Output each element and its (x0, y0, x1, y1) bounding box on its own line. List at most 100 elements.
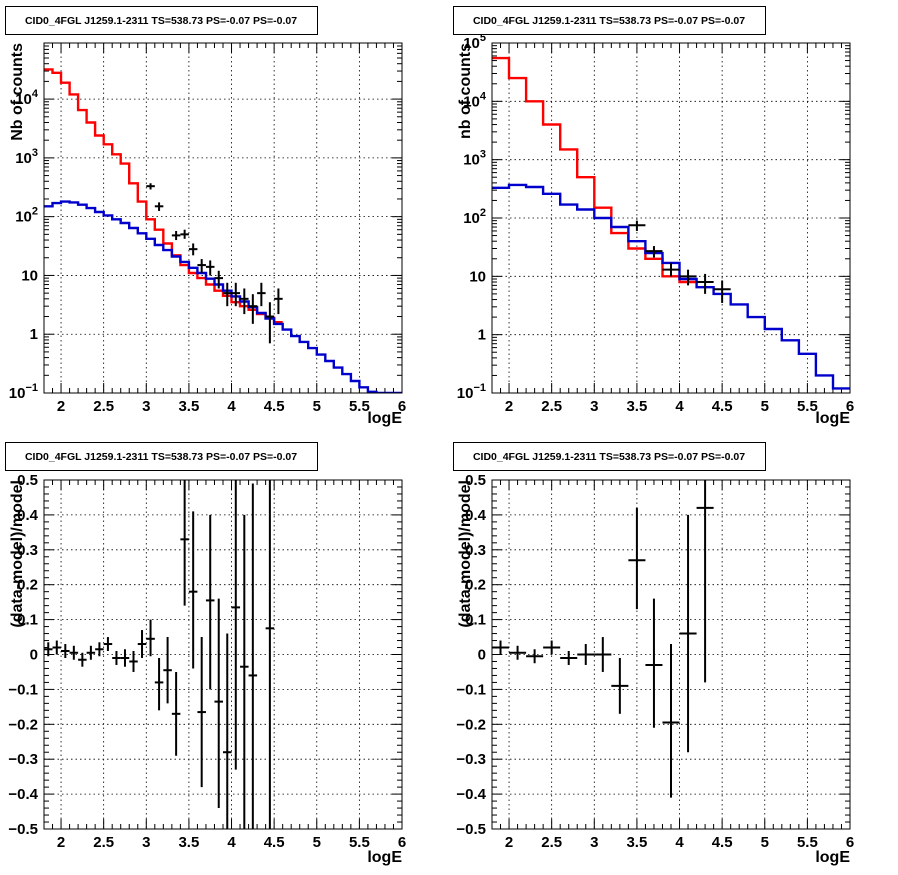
x-tick-label: 4 (227, 398, 236, 415)
data-point (223, 282, 232, 307)
x-tick-label: 5 (313, 398, 321, 415)
data-point (679, 514, 697, 753)
title-box (5, 6, 318, 35)
x-tick-label: 5 (313, 834, 321, 851)
data-point (171, 671, 181, 756)
data-point (645, 598, 663, 728)
data-point (171, 231, 181, 241)
y-tick-label: 10−1 (457, 382, 486, 402)
y-tick-label: 104 (15, 88, 39, 108)
data-point (577, 644, 595, 665)
y-tick-label: −0.3 (456, 751, 486, 768)
data-point (163, 637, 172, 704)
y-tick-label: 0.3 (465, 542, 486, 559)
x-tick-label: 4.5 (712, 834, 733, 851)
chart-title: CID0_4FGL J1259.1-2311 TS=538.73 PS=-0.0… (25, 15, 297, 27)
y-tick-label: 0 (30, 647, 38, 664)
data-point (197, 259, 206, 274)
data-point (146, 183, 155, 190)
data-point (180, 229, 189, 239)
plot-area (492, 56, 850, 390)
data-point (103, 637, 113, 652)
y-tick-label: −0.5 (456, 821, 486, 838)
y-tick-label: 0.4 (465, 507, 487, 524)
x-tick-label: 4 (227, 834, 236, 851)
chart-panel-4: 2 2.5 3 3.5 4 4.5 5 5.5 6 −0.5 −0.4 −0.3 −0.2 −0.1 0 0.… (453, 442, 854, 866)
x-tick-label: 2.5 (541, 398, 562, 415)
y-tick-label: 0.1 (465, 612, 486, 629)
x-tick-label: 6 (846, 398, 854, 415)
x-tick-label: 4.5 (712, 398, 733, 415)
y-tick-label: 103 (15, 147, 38, 167)
data-point (274, 288, 283, 315)
data-point (492, 640, 510, 655)
x-tick-label: 5 (761, 398, 769, 415)
x-axis-label: logE (367, 849, 402, 866)
y-tick-label: 10 (21, 267, 38, 284)
data-point (679, 269, 697, 286)
data-point (231, 282, 241, 307)
x-tick-label: 3 (590, 834, 598, 851)
histogram-series-1 (44, 68, 283, 324)
y-tick-label: 1 (478, 327, 486, 344)
chart-panel-2: 2 2.5 3 3.5 4 4.5 5 5.5 6 10−1 1 10 102 103 104 105 logE… (453, 6, 854, 427)
plot-area (44, 480, 275, 829)
data-point (197, 637, 206, 788)
y-tick-label: −0.1 (8, 681, 38, 698)
x-tick-label: 2 (57, 398, 65, 415)
plot-frame (43, 42, 403, 394)
y-tick-label: −0.1 (456, 681, 486, 698)
y-axis-label: nb of counts (457, 43, 474, 139)
data-point (662, 262, 680, 277)
title-box (453, 442, 766, 471)
data-point (180, 480, 189, 606)
x-tick-label: 3.5 (626, 834, 647, 851)
y-tick-label: −0.5 (8, 821, 38, 838)
data-point (240, 288, 249, 315)
y-axis-label: Nb of counts (9, 43, 26, 141)
x-tick-label: 2 (505, 834, 513, 851)
y-tick-label: 104 (463, 90, 487, 110)
data-point (594, 637, 612, 672)
data-point (257, 282, 266, 307)
plot-frame (491, 479, 851, 830)
data-point (52, 640, 62, 655)
chart-title: CID0_4FGL J1259.1-2311 TS=538.73 PS=-0.0… (25, 451, 297, 463)
data-point (86, 645, 96, 660)
data-point (696, 480, 714, 683)
x-tick-label: 3 (142, 398, 150, 415)
x-tick-label: 3.5 (178, 398, 199, 415)
data-point (265, 480, 275, 829)
x-tick-label: 5.5 (797, 398, 818, 415)
data-point (240, 514, 249, 829)
data-point (154, 202, 164, 211)
data-point (628, 220, 646, 231)
title-box (453, 6, 766, 35)
chart-panel-1: 2 2.5 3 3.5 4 4.5 5 5.5 6 10−1 1 10 102 103 104 logE Nb … (5, 6, 406, 427)
data-point (61, 644, 70, 658)
data-point (696, 273, 714, 294)
y-tick-label: 102 (15, 206, 38, 226)
data-point (205, 260, 215, 276)
y-tick-label: −0.4 (456, 786, 486, 803)
x-tick-label: 4 (675, 398, 684, 415)
data-point (628, 507, 646, 610)
x-tick-label: 2 (57, 834, 65, 851)
x-tick-label: 6 (846, 834, 854, 851)
x-tick-label: 3 (142, 834, 150, 851)
y-tick-label: −0.2 (8, 716, 38, 733)
y-tick-label: −0.2 (456, 716, 486, 733)
y-tick-label: 103 (463, 149, 486, 169)
data-point (223, 633, 232, 829)
data-point (95, 642, 104, 657)
y-tick-label: 10 (469, 268, 486, 285)
plot-area (492, 480, 714, 798)
y-tick-label: 0.2 (465, 577, 486, 594)
title-box (5, 442, 318, 471)
x-tick-label: 5.5 (349, 834, 370, 851)
data-point (154, 657, 164, 711)
y-tick-label: −0.4 (8, 786, 38, 803)
x-tick-label: 6 (398, 398, 406, 415)
data-point (214, 598, 223, 809)
x-axis-label: logE (815, 410, 850, 427)
